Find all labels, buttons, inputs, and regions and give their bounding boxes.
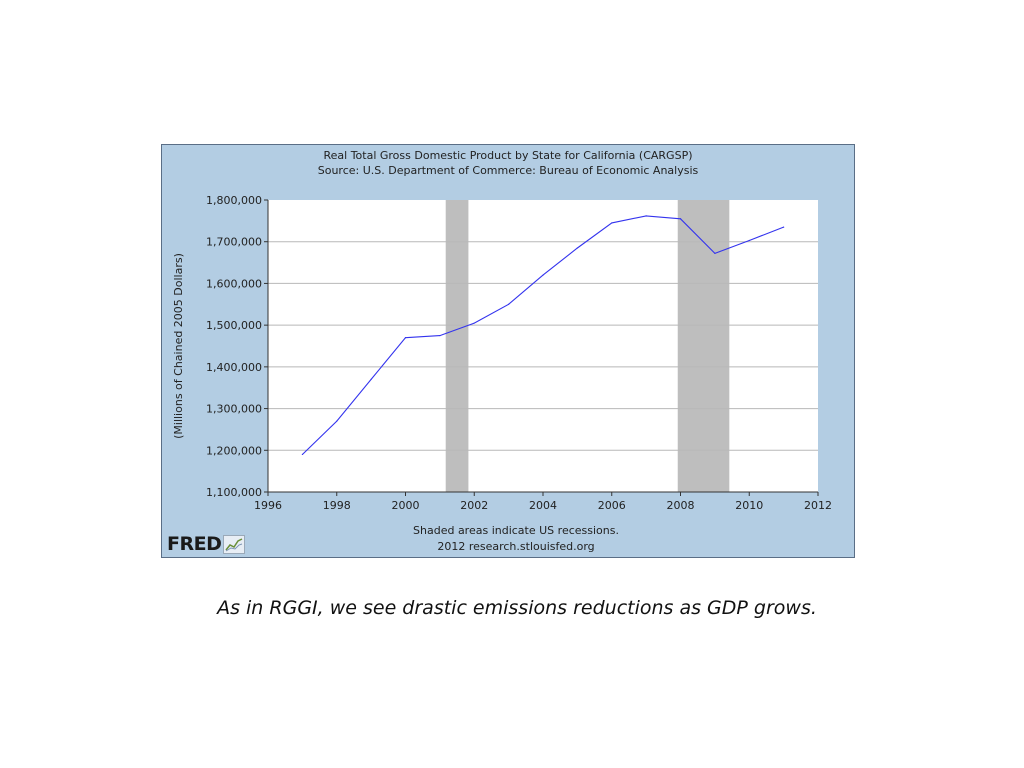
- grid-lines: [268, 241, 818, 451]
- y-axis-label: (Millions of Chained 2005 Dollars): [172, 253, 185, 439]
- data-point: [336, 420, 338, 422]
- chart-line-icon: [223, 534, 246, 554]
- data-point: [508, 303, 510, 305]
- x-tick-label: 2012: [804, 499, 832, 512]
- recession-band: [677, 200, 730, 492]
- x-tick-label: 1998: [323, 499, 351, 512]
- data-point: [439, 334, 441, 337]
- tick-labels: 1,100,000 1,200,000 1,300,000 1,400,000 1,50…: [206, 194, 832, 512]
- chart-subtitle: Source: U.S. Department of Commerce: Bur…: [317, 164, 699, 177]
- x-tick-label: 2010: [735, 499, 763, 512]
- x-tick-label: 2000: [392, 499, 420, 512]
- x-tick-label: 1996: [254, 499, 282, 512]
- fred-logo-text: FRED: [167, 533, 222, 555]
- data-point: [783, 226, 785, 228]
- recession-note: Shaded areas indicate US recessions.: [413, 524, 619, 537]
- x-tick-label: 2006: [598, 499, 626, 512]
- axes: [264, 199, 819, 496]
- y-tick-label: 1,400,000: [206, 361, 262, 374]
- fred-logo[interactable]: FRED: [167, 532, 246, 556]
- y-tick-label: 1,700,000: [206, 236, 262, 249]
- chart-title: Real Total Gross Domestic Product by Sta…: [323, 149, 693, 162]
- data-point: [542, 274, 544, 276]
- data-point: [611, 222, 613, 224]
- y-tick-label: 1,200,000: [206, 444, 262, 457]
- chart-svg: 1,100,000 1,200,000 1,300,000 1,400,000 1,50…: [172, 194, 832, 512]
- plot-area: [268, 200, 818, 492]
- source-url: 2012 research.stlouisfed.org: [437, 540, 595, 553]
- y-tick-label: 1,600,000: [206, 277, 262, 290]
- y-tick-label: 1,500,000: [206, 319, 262, 332]
- data-point: [301, 453, 303, 456]
- data-point: [645, 215, 647, 217]
- series-layer: [301, 215, 785, 456]
- data-point: [714, 252, 716, 254]
- y-tick-label: 1,100,000: [206, 486, 262, 499]
- x-tick-label: 2002: [460, 499, 488, 512]
- data-point: [576, 247, 578, 249]
- data-point: [404, 337, 407, 339]
- data-point: [370, 378, 372, 380]
- recession-band: [445, 200, 469, 492]
- data-point: [679, 218, 682, 220]
- y-tick-label: 1,300,000: [206, 403, 262, 416]
- data-point: [748, 239, 750, 242]
- data-point: [473, 322, 475, 324]
- y-tick-label: 1,800,000: [206, 194, 262, 207]
- slide-caption: As in RGGI, we see drastic emissions red…: [217, 597, 817, 619]
- recession-bands: [445, 200, 730, 492]
- x-tick-label: 2008: [667, 499, 695, 512]
- x-tick-label: 2004: [529, 499, 557, 512]
- chart-frame: Real Total Gross Domestic Product by Sta…: [161, 144, 855, 558]
